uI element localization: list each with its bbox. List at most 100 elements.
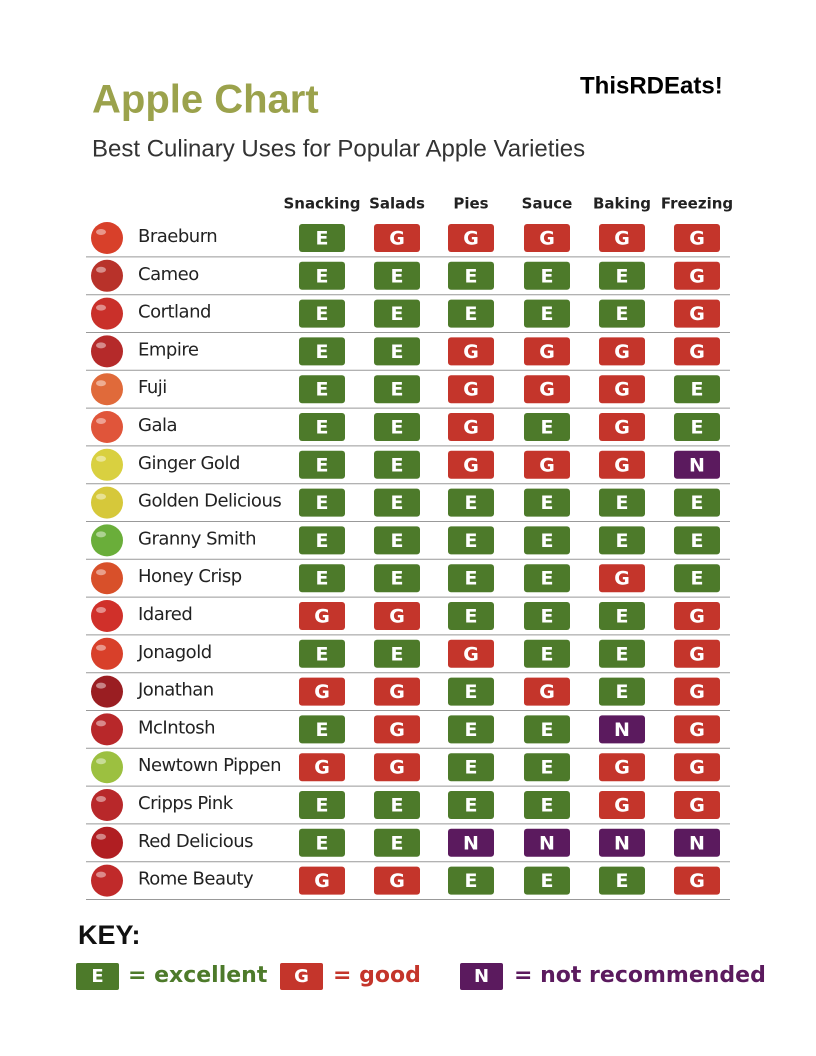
rating-code: N [463,832,479,854]
rating-badge [299,715,345,744]
rating-badge [299,450,345,479]
rating-code: G [689,719,705,741]
rating-code: E [316,795,329,817]
rating-code: G [689,341,705,363]
apple-icon [91,486,123,519]
apple-name: Cripps Pink [138,793,234,814]
rating-badge [299,261,345,290]
rating-code: G [689,606,705,628]
rating-code: G [463,454,479,476]
apple-icon [91,675,123,708]
apple-icon [91,297,123,330]
rating-badge [448,564,494,593]
rating-code: E [465,568,478,590]
rating-badge [674,224,720,252]
rating-code: E [316,228,329,250]
rating-badge [374,337,420,366]
rating-code: G [389,228,405,250]
rating-badge [674,602,720,630]
rating-code: G [539,681,555,703]
rating-badge [299,488,345,517]
rating-badge [674,299,720,328]
rating-badge [299,224,345,252]
apple-icon [91,789,123,821]
rating-code: G [689,265,705,287]
rating-badge [674,791,720,819]
rating-badge [674,526,720,555]
rating-badge [524,866,570,895]
rating-code: N [614,832,630,854]
apple-icon [91,259,123,292]
rating-badge [448,866,494,895]
rating-badge [448,261,494,290]
rating-code: G [689,643,705,665]
rating-badge [374,526,420,555]
rating-badge [599,375,645,404]
rating-code: E [691,568,704,590]
rating-badge [299,602,345,630]
rating-badge [299,639,345,668]
rating-badge [374,261,420,290]
rating-code: G [389,681,405,703]
rating-code: E [541,870,554,892]
rating-badge [674,413,720,441]
rating-badge [374,450,420,479]
apple-icon [91,713,123,746]
rating-code: E [541,530,554,552]
apple-highlight [96,531,106,538]
rating-code: E [616,303,629,325]
rating-code: G [389,870,405,892]
apple-name: Newtown Pippen [138,755,281,776]
rating-badge [524,450,570,479]
rating-code: E [465,530,478,552]
rating-code: G [689,681,705,703]
apple-highlight [96,418,106,424]
rating-code: G [689,795,705,817]
rating-badge [299,526,345,555]
rating-code: E [316,341,329,363]
rating-code: E [541,417,554,439]
rating-badge [674,639,720,668]
rating-badge [374,224,420,252]
rating-badge [299,828,345,857]
rating-badge [524,488,570,517]
rating-badge [374,564,420,593]
brand: ThisRDEats! [580,72,723,99]
rating-badge [674,715,720,744]
column-header: Pies [453,195,488,213]
rating-code: G [614,454,630,476]
rating-code: E [541,492,554,514]
rating-code: E [316,417,329,439]
apple-highlight [96,644,106,651]
rating-badge [448,224,494,252]
apple-highlight [96,796,106,802]
rating-badge [374,299,420,328]
rating-code: G [314,870,330,892]
rating-badge [524,413,570,441]
rating-code: E [316,643,329,665]
rating-code: E [316,265,329,287]
rating-code: E [316,492,329,514]
rating-badge [599,828,645,857]
rating-code: E [691,530,704,552]
rating-code: E [541,568,554,590]
apple-icon [91,600,123,632]
rating-code: E [465,681,478,703]
rating-code: G [614,757,630,779]
apple-name: McIntosh [138,717,215,738]
rating-badge [599,261,645,290]
rating-badge [448,677,494,706]
rating-code: E [316,303,329,325]
rating-badge [524,261,570,290]
rating-badge [599,413,645,441]
rating-code: G [314,606,330,628]
rating-code: E [541,643,554,665]
key-label: = not recommended [514,963,766,988]
key-title: KEY: [78,920,141,950]
rating-badge [524,337,570,366]
apple-name: Fuji [138,377,167,398]
rating-code: E [391,643,404,665]
rating-badge [674,828,720,857]
rating-badge [524,753,570,782]
rating-code: E [316,568,329,590]
